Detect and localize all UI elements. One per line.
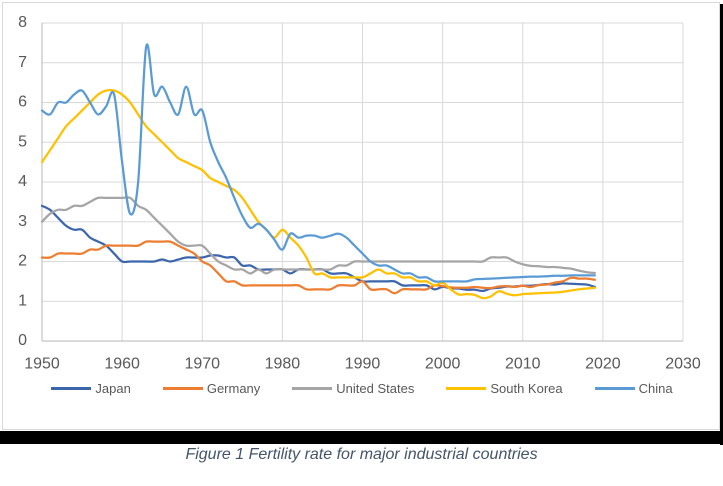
svg-text:2030: 2030 (665, 356, 701, 373)
svg-text:2: 2 (18, 253, 27, 270)
svg-text:1990: 1990 (345, 356, 381, 373)
svg-text:4: 4 (18, 173, 27, 190)
svg-text:6: 6 (18, 94, 27, 111)
svg-text:5: 5 (18, 133, 27, 150)
svg-text:1970: 1970 (184, 356, 220, 373)
svg-text:2010: 2010 (505, 356, 541, 373)
svg-text:1980: 1980 (265, 356, 301, 373)
svg-text:3: 3 (18, 213, 27, 230)
svg-text:1950: 1950 (24, 356, 60, 373)
svg-text:7: 7 (18, 54, 27, 71)
svg-text:2020: 2020 (585, 356, 621, 373)
svg-text:2000: 2000 (425, 356, 461, 373)
svg-text:8: 8 (18, 14, 27, 31)
svg-text:1: 1 (18, 292, 27, 309)
svg-text:1960: 1960 (104, 356, 140, 373)
svg-text:0: 0 (18, 332, 27, 349)
